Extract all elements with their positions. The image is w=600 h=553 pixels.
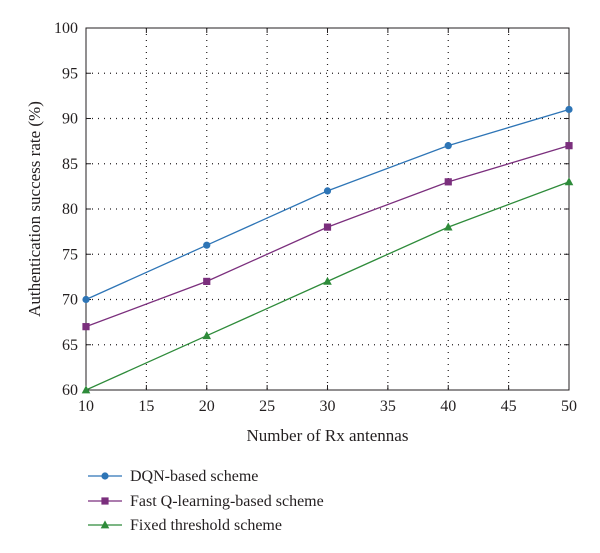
axis-ticks: 10 15 20 25 30 35 40 45 50 60 65 70 75 80 85 90 95 100 — [54, 20, 577, 415]
legend-item: Fast Q-learning-based scheme — [88, 493, 324, 510]
y-tick-label: 70 — [62, 292, 78, 309]
series-2 — [82, 142, 573, 331]
x-tick-label: 50 — [561, 398, 577, 415]
x-tick-label: 35 — [380, 398, 396, 415]
data-point — [323, 187, 332, 195]
data-point — [565, 142, 573, 150]
data-point — [81, 385, 91, 394]
x-tick-label: 20 — [199, 398, 215, 415]
data-point — [203, 277, 211, 285]
legend-marker — [100, 520, 110, 529]
y-tick-label: 100 — [54, 20, 78, 37]
series-line — [85, 108, 570, 301]
y-tick-label: 75 — [62, 246, 78, 263]
x-tick-label: 40 — [440, 398, 456, 415]
legend-label: Fast Q-learning-based scheme — [130, 493, 324, 510]
data-point — [203, 241, 211, 249]
data-point — [82, 295, 90, 304]
legend-item: Fixed threshold scheme — [88, 517, 282, 534]
data-point — [564, 177, 574, 186]
x-tick-label: 45 — [501, 398, 517, 415]
legend-label: DQN-based scheme — [130, 468, 258, 485]
series-lines — [81, 105, 574, 394]
data-point — [444, 178, 452, 186]
legend-item: DQN-based scheme — [88, 468, 258, 485]
data-point — [443, 222, 453, 231]
data-point — [565, 105, 573, 114]
x-tick-label: 25 — [259, 398, 275, 415]
legend: DQN-based scheme Fast Q-learning-based sc… — [88, 468, 324, 534]
legend-label: Fixed threshold scheme — [130, 517, 282, 534]
legend-marker — [101, 497, 109, 505]
series-3 — [81, 177, 574, 394]
x-tick-label: 15 — [138, 398, 154, 415]
legend-marker — [101, 472, 109, 480]
x-axis-label: Number of Rx antennas — [247, 426, 409, 445]
data-point — [82, 323, 90, 331]
y-tick-label: 85 — [62, 156, 78, 173]
series-1 — [82, 105, 573, 304]
data-point — [444, 142, 452, 150]
y-tick-label: 95 — [62, 65, 78, 82]
data-point — [323, 223, 332, 231]
y-tick-label: 65 — [62, 337, 78, 354]
y-tick-label: 90 — [62, 111, 78, 128]
x-tick-label: 10 — [78, 398, 94, 415]
data-point — [323, 276, 332, 285]
y-axis-label: Authentication success rate (%) — [25, 101, 44, 317]
y-tick-label: 80 — [62, 201, 78, 218]
y-tick-label: 60 — [62, 382, 78, 399]
data-point — [202, 331, 212, 340]
x-tick-label: 30 — [320, 398, 336, 415]
grid-lines — [86, 28, 569, 390]
